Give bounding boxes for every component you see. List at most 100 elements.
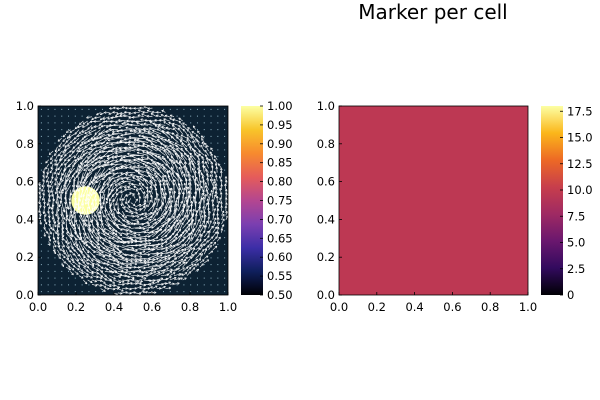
quiver-arrow: [54, 150, 58, 156]
quiver-arrow: [100, 112, 106, 115]
quiver-arrow: [82, 224, 86, 236]
quiver-arrowhead: [117, 285, 121, 289]
quiver-arrowhead: [117, 135, 120, 138]
quiver-arrow: [152, 229, 163, 234]
quiver-arrowhead: [96, 223, 100, 227]
quiver-arrow: [75, 163, 80, 173]
quiver-arrow: [70, 137, 75, 143]
quiver-arrow: [110, 180, 119, 187]
quiver-arrowhead: [151, 110, 155, 114]
quiver-arrow: [208, 236, 214, 242]
quiver-arrowhead: [64, 162, 67, 166]
quiver-arrowhead: [85, 175, 88, 179]
quiver-arrow: [146, 110, 153, 113]
quiver-arrow: [47, 198, 50, 206]
quiver-arrow: [172, 124, 179, 130]
quiver-arrowhead: [128, 182, 131, 185]
quiver-dot: [40, 237, 42, 239]
quiver-arrowhead: [195, 187, 199, 191]
quiver-arrow: [208, 245, 212, 251]
quiver-arrowhead: [208, 158, 211, 162]
quiver-arrowhead: [82, 150, 85, 153]
quiver-arrow: [91, 236, 100, 246]
quiver-dot: [101, 291, 103, 293]
quiver-arrowhead: [201, 138, 204, 141]
quiver-arrow: [87, 253, 94, 262]
quiver-arrowhead: [125, 166, 128, 169]
quiver-arrow: [195, 219, 200, 229]
quiver-arrow: [187, 186, 192, 199]
quiver-arrow: [58, 185, 63, 194]
quiver-arrow: [147, 281, 155, 285]
quiver-arrow: [195, 244, 203, 251]
quiver-arrow: [100, 224, 106, 236]
quiver-arrow: [135, 292, 142, 295]
quiver-arrow: [84, 155, 93, 163]
quiver-arrowhead: [91, 117, 94, 121]
quiver-arrow: [173, 179, 179, 190]
quiver-arrow: [143, 191, 145, 199]
quiver-arrowhead: [99, 135, 102, 139]
quiver-arrow: [106, 176, 114, 186]
x-tick-label: 0.6: [443, 300, 461, 314]
quiver-dot: [47, 284, 49, 286]
quiver-dot: [224, 108, 226, 110]
quiver-arrow: [49, 168, 54, 174]
quiver-arrow: [65, 266, 71, 271]
quiver-arrowhead: [87, 127, 90, 130]
quiver-arrow: [212, 245, 218, 251]
quiver-arrowhead: [106, 160, 110, 164]
quiver-arrow: [100, 137, 110, 145]
quiver-arrow: [126, 239, 137, 242]
quiver-arrowhead: [118, 119, 121, 122]
quiver-arrow: [102, 172, 110, 181]
quiver-arrowhead: [160, 245, 164, 249]
quiver-arrow: [203, 142, 209, 148]
quiver-arrowhead: [138, 203, 142, 207]
quiver-arrow: [78, 262, 86, 268]
quiver-arrowhead: [68, 135, 72, 138]
quiver-arrow: [160, 196, 165, 208]
quiver-arrow: [42, 172, 45, 178]
quiver-dot: [61, 270, 63, 272]
quiver-arrow: [65, 241, 70, 249]
quiver-arrowhead: [99, 122, 102, 126]
quiver-arrowhead: [58, 256, 61, 260]
quiver-arrow: [208, 241, 213, 246]
quiver-arrow: [113, 232, 123, 240]
quiver-arrow: [180, 155, 188, 165]
quiver-arrowhead: [154, 197, 157, 201]
quiver-arrowhead: [143, 129, 146, 133]
quiver-arrowhead: [127, 143, 131, 146]
quiver-dot: [40, 149, 42, 151]
quiver-arrowhead: [180, 152, 183, 155]
quiver-arrowhead: [137, 114, 141, 117]
quiver-arrowhead: [60, 158, 63, 161]
colorbar: [541, 106, 563, 295]
quiver-arrow: [182, 215, 189, 225]
quiver-arrow: [51, 172, 54, 179]
quiver-arrowhead: [213, 194, 217, 197]
quiver-arrow: [139, 229, 149, 234]
quiver-arrowhead: [161, 156, 165, 159]
quiver-arrow: [65, 185, 71, 195]
quiver-arrow: [216, 227, 219, 233]
quiver-arrow: [160, 250, 173, 255]
quiver-dot: [217, 108, 219, 110]
quiver-arrowhead: [77, 207, 80, 211]
quiver-arrowhead: [205, 145, 208, 148]
quiver-arrow: [178, 167, 183, 177]
quiver-arrowhead: [143, 277, 147, 280]
quiver-arrowhead: [95, 140, 98, 144]
quiver-arrow: [181, 142, 188, 152]
quiver-arrow: [138, 182, 145, 190]
y-tick-label: 0.8: [16, 137, 34, 151]
quiver-arrow: [96, 283, 102, 287]
quiver-arrow: [164, 145, 175, 152]
quiver-arrow: [165, 255, 177, 259]
quiver-arrow: [127, 153, 140, 156]
quiver-arrowhead: [222, 218, 225, 222]
quiver-arrowhead: [83, 168, 86, 171]
quiver-arrowhead: [118, 146, 122, 150]
quiver-arrowhead: [221, 210, 225, 214]
